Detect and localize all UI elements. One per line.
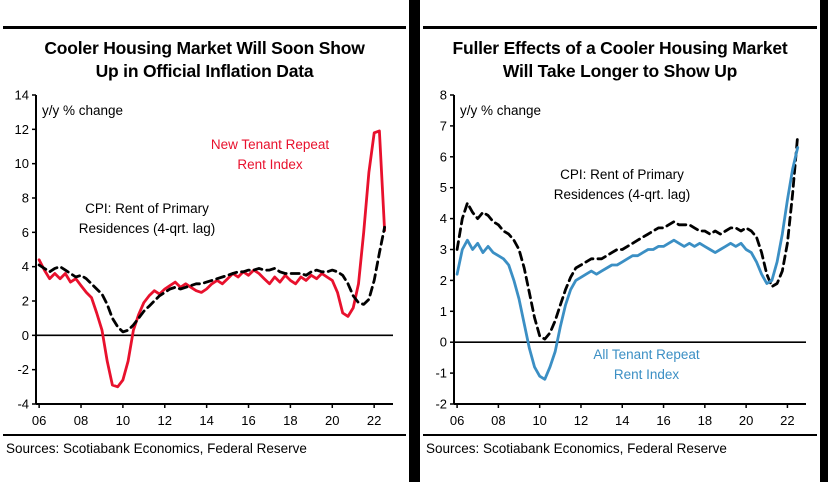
series-label-new-tenant-rent-index: New Tenant Repeat Rent Index: [210, 137, 330, 172]
left-unit-label: y/y % change: [42, 103, 124, 119]
source-note-right: Sources: Scotiabank Economics, Federal R…: [426, 441, 727, 457]
svg-text:12: 12: [15, 122, 29, 137]
panel-left: Cooler Housing Market Will Soon Show Up …: [0, 0, 409, 482]
svg-text:-1: -1: [435, 366, 447, 381]
svg-text:08: 08: [491, 413, 505, 428]
svg-text:-4: -4: [17, 397, 29, 412]
svg-text:6: 6: [440, 149, 447, 164]
svg-text:16: 16: [656, 413, 670, 428]
panel-right: Fuller Effects of a Cooler Housing Marke…: [420, 0, 820, 482]
left-chart-title: Cooler Housing Market Will Soon Show Up …: [44, 38, 365, 82]
svg-text:7: 7: [440, 119, 447, 134]
svg-text:20: 20: [739, 413, 753, 428]
svg-text:10: 10: [116, 413, 130, 428]
svg-text:2: 2: [440, 273, 447, 288]
source-rule-right: [423, 434, 817, 437]
panel-divider-bar: [409, 0, 420, 482]
left-chart: -4 -2 0 2 4 6 8 10 12 14 06 08 10 12 14 16 18 20 22 y/y % …: [6, 87, 403, 432]
svg-text:20: 20: [325, 413, 339, 428]
right-unit-label: y/y % change: [460, 103, 542, 119]
series-label-cpi-rent-right: CPI: Rent of Primary Residences (4-qrt. …: [553, 167, 691, 202]
svg-text:10: 10: [15, 156, 29, 171]
svg-text:22: 22: [367, 413, 381, 428]
svg-text:18: 18: [698, 413, 712, 428]
svg-text:14: 14: [15, 88, 29, 103]
source-rule-left: [3, 434, 406, 437]
svg-text:08: 08: [74, 413, 88, 428]
svg-text:2: 2: [22, 294, 29, 309]
svg-text:06: 06: [32, 413, 46, 428]
svg-text:3: 3: [440, 242, 447, 257]
svg-text:8: 8: [22, 191, 29, 206]
svg-text:16: 16: [241, 413, 255, 428]
source-note-left: Sources: Scotiabank Economics, Federal R…: [6, 441, 307, 457]
svg-text:22: 22: [780, 413, 794, 428]
svg-text:4: 4: [440, 211, 447, 226]
svg-text:8: 8: [440, 88, 447, 103]
svg-text:06: 06: [450, 413, 464, 428]
right-chart: -2 -1 0 1 2 3 4 5 6 7 8 06 08 10 12 14 16 18 20 22 y/y % ch…: [424, 87, 816, 432]
svg-text:6: 6: [22, 225, 29, 240]
svg-text:5: 5: [440, 180, 447, 195]
series-label-cpi-rent-left: CPI: Rent of Primary Residences (4-qrt. …: [78, 201, 216, 236]
svg-text:12: 12: [574, 413, 588, 428]
svg-text:4: 4: [22, 259, 29, 274]
svg-text:-2: -2: [435, 397, 447, 412]
right-chart-title: Fuller Effects of a Cooler Housing Marke…: [452, 38, 788, 82]
right-edge-bar: [820, 0, 828, 482]
svg-text:0: 0: [22, 328, 29, 343]
left-chart-svg: -4 -2 0 2 4 6 8 10 12 14 06 08 10 12 14 16 18 20 22: [15, 88, 393, 428]
top-rule-right: [423, 26, 817, 29]
svg-text:-2: -2: [17, 362, 29, 377]
svg-text:14: 14: [199, 413, 213, 428]
svg-text:1: 1: [440, 304, 447, 319]
svg-text:12: 12: [158, 413, 172, 428]
svg-text:10: 10: [532, 413, 546, 428]
svg-text:0: 0: [440, 335, 447, 350]
svg-text:18: 18: [283, 413, 297, 428]
svg-text:14: 14: [615, 413, 629, 428]
top-rule-left: [3, 26, 406, 29]
series-label-all-tenant-rent-index: All Tenant Repeat Rent Index: [593, 347, 700, 382]
